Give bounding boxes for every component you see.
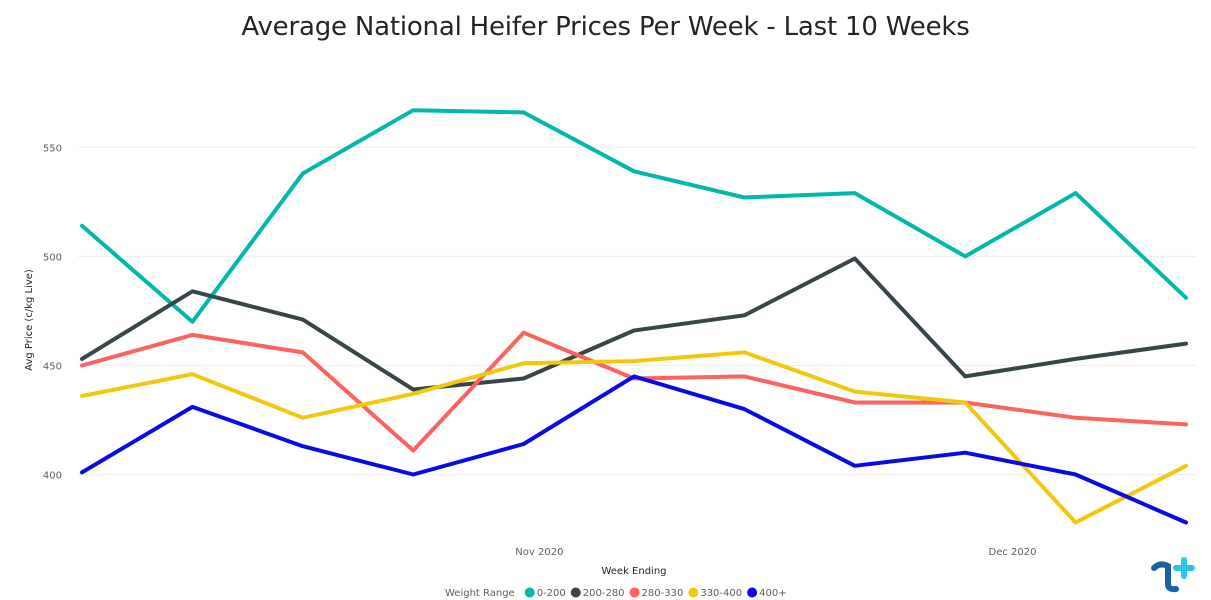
y-tick-label: 550: [43, 143, 62, 154]
legend-title: Weight Range: [445, 588, 515, 599]
gridlines: [78, 146, 1196, 476]
legend-item-0-200[interactable]: 0-200: [524, 587, 566, 600]
series-line-330-400[interactable]: [80, 350, 1188, 525]
y-axis-title: Avg Price (c/kg Live): [24, 269, 35, 371]
series-line-200-280[interactable]: [80, 256, 1188, 392]
series-line-280-330[interactable]: [80, 330, 1188, 453]
series-line-400+[interactable]: [80, 374, 1188, 525]
legend-marker: [629, 587, 640, 598]
legend-label: 0-200: [537, 588, 566, 599]
legend-item-330-400[interactable]: 330-400: [688, 587, 742, 600]
series-lines: [80, 108, 1188, 525]
x-tick-label: Nov 2020: [515, 547, 563, 558]
brand-logo-icon: [1151, 557, 1195, 593]
legend-label: 280-330: [642, 588, 684, 599]
legend-item-200-280[interactable]: 200-280: [570, 587, 625, 600]
x-axis-ticks: Nov 2020 Dec 2020: [515, 547, 1036, 558]
legend-label: 400+: [759, 588, 786, 599]
y-tick-label: 500: [43, 252, 62, 263]
series-line-0-200[interactable]: [80, 108, 1188, 324]
legend-marker: [688, 587, 699, 598]
legend-marker: [524, 587, 535, 598]
y-tick-label: 450: [43, 361, 62, 372]
chart-title: Average National Heifer Prices Per Week …: [241, 12, 970, 42]
legend-marker: [570, 587, 581, 598]
legend-label: 330-400: [700, 588, 742, 599]
legend[interactable]: Weight Range 0-200 200-280 280-330 330-400 4…: [445, 587, 787, 600]
y-tick-label: 400: [43, 471, 62, 482]
x-axis-title: Week Ending: [601, 566, 666, 577]
legend-item-400+[interactable]: 400+: [747, 587, 787, 600]
x-tick-label: Dec 2020: [989, 547, 1037, 558]
y-axis-ticks: 400 450 500 550: [43, 143, 62, 481]
legend-label: 200-280: [583, 588, 625, 599]
legend-marker: [747, 587, 758, 598]
legend-item-280-330[interactable]: 280-330: [629, 587, 684, 600]
